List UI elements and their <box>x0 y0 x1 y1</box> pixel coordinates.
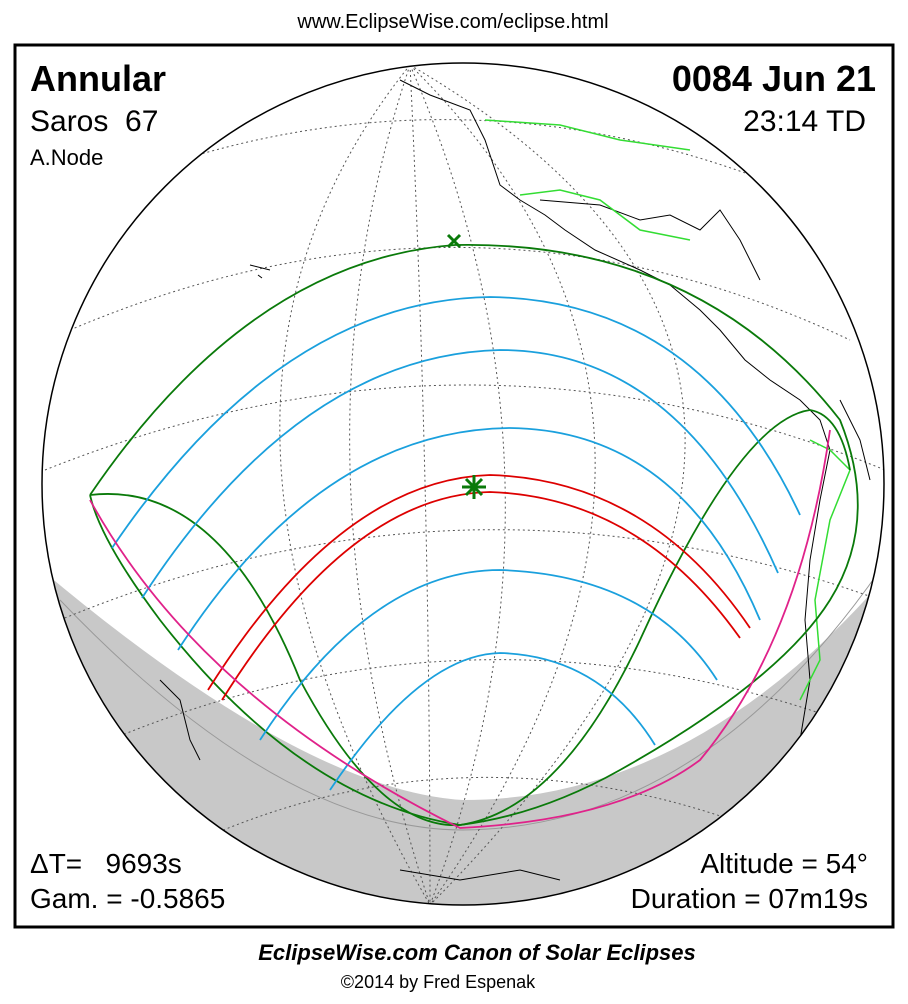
saros: Saros 67 <box>30 105 158 138</box>
graticule <box>44 64 884 905</box>
duration: Duration = 07m19s <box>631 883 868 914</box>
date: 0084 Jun 21 <box>672 58 876 99</box>
borders <box>484 119 851 701</box>
footer-title: EclipseWise.com Canon of Solar Eclipses <box>258 940 696 965</box>
terminator <box>59 569 881 831</box>
globe <box>42 64 884 905</box>
time: 23:14 TD <box>743 105 866 138</box>
node: A.Node <box>30 145 103 170</box>
url: www.EclipseWise.com/eclipse.html <box>296 11 608 33</box>
delta-t: ΔT= 9693s <box>30 848 182 879</box>
greatest-eclipse-mark <box>462 475 486 499</box>
altitude: Altitude = 54° <box>700 848 868 879</box>
gamma: Gam. = -0.5865 <box>30 883 225 914</box>
greatest-duration-mark <box>446 233 462 249</box>
globe-outline <box>41 62 885 906</box>
eclipse-type: Annular <box>30 58 166 99</box>
coastlines <box>159 79 871 881</box>
copyright: ©2014 by Fred Espenak <box>341 972 536 992</box>
night-shade <box>42 560 884 905</box>
eclipse-paths <box>89 233 859 829</box>
frame <box>13 43 895 929</box>
